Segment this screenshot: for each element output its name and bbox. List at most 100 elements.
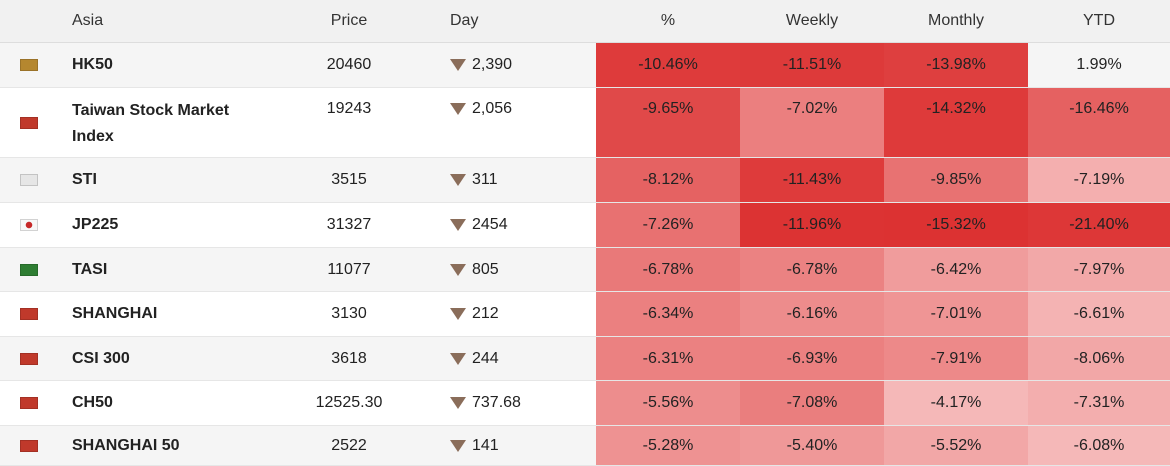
header-flag-cell [0, 0, 58, 42]
index-name[interactable]: CH50 [72, 394, 113, 411]
pct-change: -6.78% [596, 248, 740, 291]
singapore-flag-icon [20, 174, 38, 186]
down-arrow-icon [450, 103, 466, 115]
china-flag-icon [20, 439, 38, 452]
table-row[interactable]: Taiwan Stock Market Index 19243 2,056 -9.65… [0, 88, 1170, 158]
header-asia[interactable]: Asia [72, 12, 104, 29]
flag-cell [0, 292, 58, 336]
flag-cell [0, 158, 58, 202]
table-row[interactable]: STI 3515 311 -8.12% -11.43% -9.85% -7.19% [0, 158, 1170, 203]
index-price: 3515 [331, 171, 367, 188]
table-row[interactable]: TASI 11077 805 -6.78% -6.78% -6.42% -7.97% [0, 248, 1170, 292]
flag-cell [0, 88, 58, 157]
day-change-cell: 805 [428, 248, 596, 291]
pct-change: -7.26% [596, 203, 740, 247]
index-price: 20460 [326, 56, 372, 73]
header-pct[interactable]: % [660, 12, 676, 29]
china-flag-icon [20, 308, 38, 320]
weekly-change: -7.02% [740, 88, 884, 157]
index-name[interactable]: TASI [72, 260, 108, 278]
day-change-value: 141 [472, 436, 499, 454]
down-arrow-icon [450, 59, 466, 71]
down-arrow-icon [450, 263, 466, 276]
index-name[interactable]: Taiwan Stock Market Index [72, 102, 230, 145]
day-change-value: 737.68 [472, 394, 521, 411]
monthly-change: -13.98% [884, 43, 1028, 87]
ytd-change: 1.99% [1076, 56, 1122, 73]
pct-change: -8.12% [596, 158, 740, 202]
monthly-change: -9.85% [884, 158, 1028, 202]
monthly-change: -14.32% [884, 88, 1028, 157]
index-price: 2522 [331, 436, 367, 454]
index-name[interactable]: JP225 [72, 216, 119, 233]
japan-flag-icon [20, 219, 38, 231]
flag-cell [0, 203, 58, 247]
weekly-change: -6.78% [740, 248, 884, 291]
ytd-change: -7.19% [1028, 158, 1170, 202]
pct-change: -5.56% [596, 381, 740, 425]
monthly-change: -7.01% [884, 292, 1028, 336]
day-change-value: 2,056 [472, 100, 513, 117]
ytd-change: -6.08% [1028, 426, 1170, 465]
day-change-cell: 2454 [428, 203, 596, 247]
index-name[interactable]: SHANGHAI 50 [72, 436, 180, 454]
monthly-change: -7.91% [884, 337, 1028, 380]
down-arrow-icon [450, 219, 466, 231]
table-row[interactable]: CSI 300 3618 244 -6.31% -6.93% -7.91% -8.06% [0, 337, 1170, 381]
index-name[interactable]: SHANGHAI [72, 305, 158, 322]
weekly-change: -11.96% [740, 203, 884, 247]
weekly-change: -5.40% [740, 426, 884, 465]
index-price: 3130 [331, 305, 367, 322]
down-arrow-icon [450, 397, 466, 409]
down-arrow-icon [450, 308, 466, 320]
pct-change: -5.28% [596, 426, 740, 465]
ytd-change: -16.46% [1028, 88, 1170, 157]
index-price: 12525.30 [315, 394, 383, 411]
monthly-change: -4.17% [884, 381, 1028, 425]
index-name[interactable]: HK50 [72, 56, 113, 73]
flag-cell [0, 248, 58, 291]
day-change-cell: 2,390 [428, 43, 596, 87]
day-change-cell: 212 [428, 292, 596, 336]
day-change-cell: 737.68 [428, 381, 596, 425]
day-change-value: 311 [472, 171, 498, 188]
monthly-change: -15.32% [884, 203, 1028, 247]
flag-cell [0, 43, 58, 87]
ytd-change: -8.06% [1028, 337, 1170, 380]
index-price: 19243 [326, 100, 372, 117]
index-name[interactable]: STI [72, 171, 97, 188]
header-monthly[interactable]: Monthly [927, 12, 985, 29]
day-change-value: 244 [472, 349, 499, 367]
ytd-change: -6.61% [1028, 292, 1170, 336]
header-price[interactable]: Price [330, 12, 368, 29]
weekly-change: -6.93% [740, 337, 884, 380]
down-arrow-icon [450, 352, 466, 365]
monthly-change: -6.42% [884, 248, 1028, 291]
flag-cell [0, 426, 58, 465]
hong-kong-flag-icon [20, 59, 38, 71]
day-change-value: 212 [472, 305, 499, 322]
china-flag-icon [20, 352, 38, 365]
weekly-change: -11.51% [740, 43, 884, 87]
table-row[interactable]: CH50 12525.30 737.68 -5.56% -7.08% -4.17% -7.3… [0, 381, 1170, 426]
weekly-change: -6.16% [740, 292, 884, 336]
down-arrow-icon [450, 174, 466, 186]
header-day[interactable]: Day [450, 12, 479, 29]
header-ytd[interactable]: YTD [1083, 12, 1115, 29]
index-price: 31327 [326, 216, 372, 233]
header-weekly[interactable]: Weekly [785, 12, 839, 29]
table-row[interactable]: SHANGHAI 3130 212 -6.34% -6.16% -7.01% -6.61% [0, 292, 1170, 337]
table-row[interactable]: HK50 20460 2,390 -10.46% -11.51% -13.98% 1.99% [0, 43, 1170, 88]
day-change-cell: 141 [428, 426, 596, 465]
index-name[interactable]: CSI 300 [72, 349, 130, 367]
ytd-change: -7.31% [1028, 381, 1170, 425]
table-row[interactable]: SHANGHAI 50 2522 141 -5.28% -5.40% -5.52% -6.0… [0, 426, 1170, 466]
index-price: 11077 [327, 260, 371, 278]
pct-change: -9.65% [596, 88, 740, 157]
ytd-change: -21.40% [1028, 203, 1170, 247]
table-row[interactable]: JP225 31327 2454 -7.26% -11.96% -15.32% -21.40… [0, 203, 1170, 248]
table-header: Asia Price Day % Weekly Monthly YTD [0, 0, 1170, 43]
day-change-cell: 2,056 [428, 88, 596, 157]
day-change-value: 805 [472, 260, 499, 278]
